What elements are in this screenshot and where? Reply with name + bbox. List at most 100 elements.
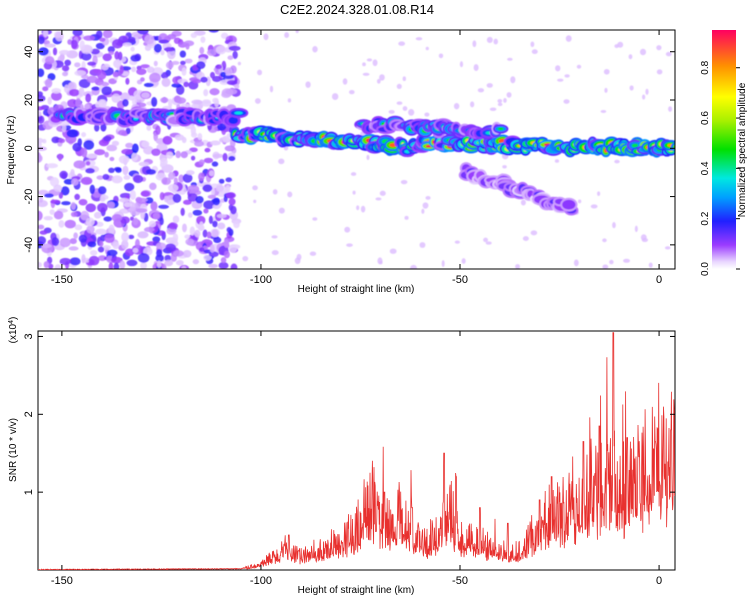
noise-blob <box>213 237 222 244</box>
noise-blob <box>645 88 649 95</box>
noise-blob <box>120 92 131 102</box>
noise-blob <box>269 85 274 93</box>
noise-blob <box>187 192 198 202</box>
y-tick-label: -20 <box>23 189 35 205</box>
noise-blob <box>38 195 44 203</box>
noise-blob <box>212 97 218 104</box>
noise-blob <box>179 50 187 58</box>
noise-blob <box>228 45 241 51</box>
noise-blob <box>173 177 178 185</box>
noise-blob <box>271 235 278 239</box>
noise-blob <box>108 78 117 85</box>
noise-blob <box>140 64 150 69</box>
noise-blob <box>51 88 62 94</box>
spectrogram-x-label: Height of straight line (km) <box>298 284 415 295</box>
noise-blob <box>38 210 43 221</box>
noise-blob <box>96 175 104 180</box>
noise-blob <box>151 148 161 156</box>
noise-blob <box>180 207 185 217</box>
noise-blob <box>181 265 187 269</box>
band-core <box>631 143 639 148</box>
noise-blob <box>287 191 293 198</box>
noise-blob <box>379 190 386 196</box>
colorbar-tick-label: 0.8 <box>700 60 711 74</box>
noise-blob <box>212 204 221 210</box>
x-tick-label: -100 <box>250 274 272 286</box>
noise-blob <box>70 169 75 177</box>
noise-blob <box>160 263 167 269</box>
noise-blob <box>424 112 430 117</box>
x-tick-label: 0 <box>656 274 662 286</box>
noise-blob <box>85 161 91 166</box>
noise-blob <box>191 103 199 109</box>
noise-blob <box>398 41 406 46</box>
noise-blob <box>130 54 141 62</box>
noise-blob <box>75 98 82 108</box>
noise-blob <box>155 125 161 135</box>
noise-blob <box>60 186 70 196</box>
noise-blob <box>181 136 187 144</box>
snr-frame <box>37 330 676 571</box>
noise-blob <box>61 124 67 133</box>
noise-blob <box>149 182 157 191</box>
noise-blob <box>112 241 120 250</box>
noise-blob <box>628 54 633 60</box>
noise-blob <box>477 88 485 93</box>
noise-blob <box>376 78 381 84</box>
noise-blob <box>38 142 43 147</box>
noise-blob <box>85 93 92 103</box>
noise-blob <box>215 64 222 70</box>
noise-blob <box>379 74 385 81</box>
noise-blob <box>228 204 234 211</box>
noise-blob <box>64 84 70 94</box>
spectrogram-x-ticks: -150 -100 -50 0 <box>51 30 662 286</box>
noise-blob <box>122 42 132 47</box>
noise-blob <box>520 199 526 206</box>
noise-blob <box>352 190 356 195</box>
noise-blob <box>125 142 134 149</box>
noise-blob <box>228 244 238 253</box>
noise-blob <box>71 39 78 49</box>
noise-blob <box>377 257 383 265</box>
noise-blob <box>124 182 135 192</box>
snr-series-line <box>38 332 675 570</box>
noise-blob <box>127 36 136 43</box>
noise-blob <box>485 241 492 245</box>
noise-blob <box>530 230 538 236</box>
snr-y-ticks: 1 2 3 <box>23 333 675 495</box>
noise-blob <box>211 229 219 238</box>
noise-blob <box>506 92 512 98</box>
noise-blob <box>46 163 58 169</box>
noise-blob <box>200 36 206 43</box>
noise-blob <box>183 199 192 205</box>
noise-blob <box>145 169 156 175</box>
noise-blob <box>312 217 318 221</box>
noise-blob <box>72 142 82 152</box>
noise-blob <box>72 30 83 37</box>
noise-blob <box>294 257 301 265</box>
noise-blob <box>168 171 176 180</box>
noise-blob <box>168 222 178 230</box>
noise-blob <box>102 30 113 39</box>
noise-blob <box>600 109 607 113</box>
noise-blob <box>362 72 370 76</box>
noise-blob <box>225 177 232 183</box>
noise-blob <box>43 40 51 45</box>
noise-blob <box>70 202 76 210</box>
noise-blob <box>50 199 61 204</box>
noise-blob <box>530 41 535 48</box>
noise-blob <box>95 228 107 235</box>
noise-blob <box>78 234 88 243</box>
noise-blob <box>165 243 176 252</box>
noise-blob <box>473 64 479 71</box>
noise-blob <box>167 33 177 40</box>
noise-blob <box>225 88 238 95</box>
noise-blob <box>614 44 619 49</box>
noise-blob <box>614 159 620 164</box>
colorbar-tick-label: 0.0 <box>700 262 711 276</box>
noise-blob <box>609 259 614 265</box>
noise-blob <box>425 196 431 200</box>
noise-blob <box>175 260 184 266</box>
band-core <box>674 146 675 148</box>
snr-panel: -150 -100 -50 0 1 2 3 Height of straight line… <box>8 317 676 596</box>
